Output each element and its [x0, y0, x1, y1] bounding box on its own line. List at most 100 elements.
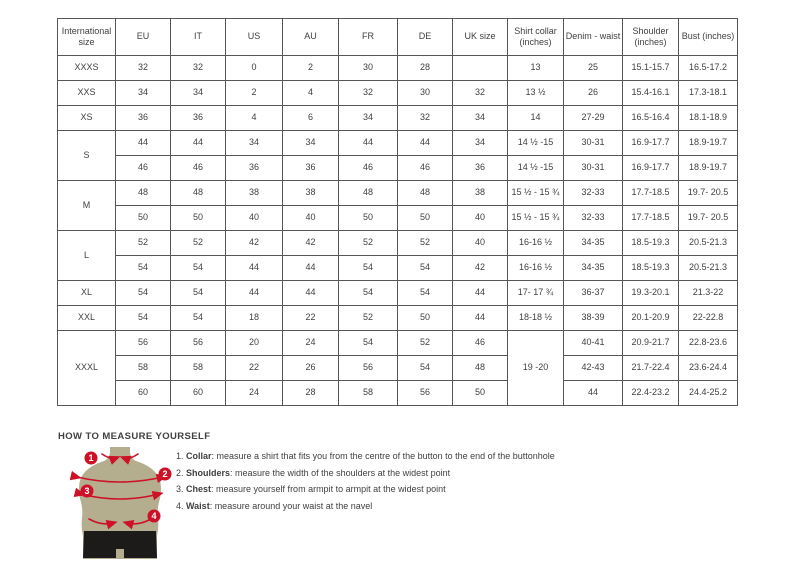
table-cell: 17.7-18.5: [622, 180, 679, 206]
table-cell: 18: [225, 305, 283, 331]
measure-step: 4. Waist: measure around your waist at t…: [176, 500, 373, 511]
table-cell: 58: [170, 355, 226, 381]
table-cell: 17- 17 ¾: [507, 280, 564, 306]
table-cell: 20: [225, 330, 283, 356]
table-cell: 18-18 ½: [507, 305, 564, 331]
table-cell: 14: [507, 105, 564, 131]
table-cell: 52: [397, 330, 453, 356]
table-cell: 28: [397, 55, 453, 81]
table-cell: 42-43: [563, 355, 623, 381]
table-cell: 54: [115, 280, 171, 306]
table-cell: 40: [452, 205, 508, 231]
size-chart-table: International size EU IT US AU FR DE UK size Shi…: [57, 18, 738, 406]
table-cell: 58: [338, 380, 398, 406]
column-header: FR: [338, 18, 398, 56]
collar-arrow: [119, 453, 139, 465]
table-cell: 16.5-16.4: [622, 105, 679, 131]
table-cell: 50: [452, 380, 508, 406]
table-cell: 14 ½ -15: [507, 155, 564, 181]
table-cell: M: [57, 180, 116, 231]
table-cell: 44: [452, 305, 508, 331]
table-row: 50 50 40 40 50 50 40 15 ½ - 15 ¾ 32-33 17.7-18.5 1…: [58, 205, 738, 231]
table-cell: 42: [452, 255, 508, 281]
table-row: XXL 54 54 18 22 52 50 44 18-18 ½ 38-39 20.1-20.9 22…: [57, 305, 738, 331]
table-cell: 52: [397, 230, 453, 256]
shorts-shape: [83, 531, 157, 558]
table-cell: 36: [170, 105, 226, 131]
table-cell: 44: [338, 130, 398, 156]
table-cell: 2: [282, 55, 339, 81]
table-cell: 44: [225, 255, 283, 281]
table-cell: 24: [225, 380, 283, 406]
table-cell: 17.3-18.1: [678, 80, 738, 106]
svg-text:4: 4: [151, 511, 156, 521]
table-row: 60 60 24 28 58 56 50 44 22.4-23.2 24.4-25.2: [58, 380, 738, 406]
table-cell: 19.7- 20.5: [678, 205, 738, 231]
table-cell: 54: [115, 305, 171, 331]
table-cell: 32: [397, 105, 453, 131]
table-cell: 54: [170, 280, 226, 306]
table-cell: 54: [170, 255, 226, 281]
table-cell: XXL: [57, 305, 116, 331]
mannequin-diagram: 1 2 3 4: [69, 447, 172, 559]
table-cell: 34: [282, 130, 339, 156]
table-row: 54 54 44 44 54 54 42 16-16 ½ 34-35 18.5-19.3 20.5-…: [58, 255, 738, 281]
table-cell: 54: [170, 305, 226, 331]
table-cell: 54: [115, 255, 171, 281]
column-header: DE: [397, 18, 453, 56]
table-cell: 26: [563, 80, 623, 106]
table-cell: 0: [225, 55, 283, 81]
table-cell: 16.9-17.7: [622, 155, 679, 181]
table-cell: XXXS: [57, 55, 116, 81]
table-cell: 32-33: [563, 180, 623, 206]
table-row: XXXL 56 56 20 24 54 52 46 19 -20 40-41 20.9-21.7 22…: [57, 330, 738, 406]
table-cell: 14 ½ -15: [507, 130, 564, 156]
table-cell: 46: [397, 155, 453, 181]
table-cell: 28: [282, 380, 339, 406]
table-cell: 44: [563, 380, 623, 406]
column-header: Denim - waist: [563, 18, 623, 56]
table-cell: 54: [338, 280, 398, 306]
table-cell: 54: [338, 330, 398, 356]
table-cell: 38: [225, 180, 283, 206]
table-cell: 38: [282, 180, 339, 206]
table-cell: 22.4-23.2: [622, 380, 679, 406]
svg-text:3: 3: [84, 486, 89, 496]
measure-section-title: HOW TO MEASURE YOURSELF: [58, 431, 211, 442]
table-cell: 46: [452, 330, 508, 356]
svg-text:2: 2: [162, 469, 167, 479]
table-cell: 6: [282, 105, 339, 131]
table-cell: 21.3-22: [678, 280, 738, 306]
table-cell: 21.7-22.4: [622, 355, 679, 381]
table-cell: 32: [170, 55, 226, 81]
table-cell: 44: [282, 280, 339, 306]
table-cell: 22-22.8: [678, 305, 738, 331]
table-cell: 56: [170, 330, 226, 356]
table-cell: 32: [338, 80, 398, 106]
table-cell: 50: [397, 305, 453, 331]
table-cell: 15.4-16.1: [622, 80, 679, 106]
marker-1: 1: [84, 451, 98, 465]
column-header: UK size: [452, 18, 508, 56]
table-cell: 36: [115, 105, 171, 131]
table-cell: 2: [225, 80, 283, 106]
table-cell: 36: [225, 155, 283, 181]
table-cell: 56: [115, 330, 171, 356]
table-cell: 24: [282, 330, 339, 356]
table-cell: 46: [115, 155, 171, 181]
table-cell: 44: [282, 255, 339, 281]
table-cell: 52: [338, 305, 398, 331]
table-cell: 32: [115, 55, 171, 81]
measure-step: 3. Chest: measure yourself from armpit t…: [176, 484, 446, 494]
waist-arrow: [122, 518, 152, 530]
table-cell: 50: [397, 205, 453, 231]
table-cell: 20.5-21.3: [678, 255, 738, 281]
table-cell: 30: [397, 80, 453, 106]
table-cell: 50: [115, 205, 171, 231]
table-cell: 32-33: [563, 205, 623, 231]
column-header: US: [225, 18, 283, 56]
table-cell: 42: [225, 230, 283, 256]
table-cell: 50: [170, 205, 226, 231]
table-cell: 36-37: [563, 280, 623, 306]
